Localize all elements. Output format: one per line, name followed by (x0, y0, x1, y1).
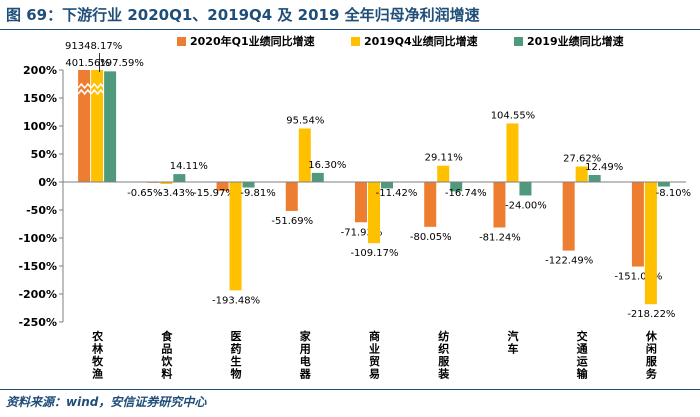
data-label: -15.97% (193, 188, 235, 199)
data-label: -11.42% (376, 188, 418, 199)
bar (173, 174, 186, 182)
bar (519, 182, 532, 196)
legend-label: 2019业绩同比增速 (527, 34, 624, 48)
y-tick-label: 0% (38, 176, 57, 189)
data-label: 27.62% (563, 154, 601, 165)
data-label: -9.81% (240, 188, 275, 199)
y-tick-label: 150% (23, 92, 57, 105)
bar (298, 128, 311, 182)
y-tick-label: -250% (18, 316, 57, 329)
bar (424, 182, 437, 227)
bar (381, 182, 393, 189)
data-label: -3.43% (159, 188, 194, 199)
data-label: 29.11% (425, 153, 463, 164)
data-label: -71.93% (341, 227, 383, 238)
data-label: -109.17% (350, 248, 398, 259)
bar (506, 123, 519, 182)
bar (91, 70, 104, 182)
data-label: -81.24% (479, 232, 521, 243)
bar (242, 182, 255, 188)
bar (450, 182, 463, 192)
page-title: 图 69：下游行业 2020Q1、2019Q4 及 2019 全年归母净利润增速 (6, 6, 480, 24)
legend-swatch (351, 37, 360, 46)
bar (311, 172, 324, 182)
data-label: 14.11% (170, 161, 208, 172)
legend-label: 2019Q4业绩同比增速 (364, 34, 478, 48)
data-label: 197.59% (99, 58, 144, 69)
category-label: 农林牧渔 (91, 329, 104, 381)
bar (631, 182, 644, 267)
bar (160, 182, 173, 184)
axis-break-mark (90, 82, 105, 90)
y-tick-label: -150% (18, 260, 57, 273)
data-label: 16.30% (308, 160, 346, 171)
data-label: -24.00% (505, 200, 547, 211)
data-label: 104.55% (491, 110, 536, 121)
category-label: 医药生物 (231, 330, 242, 381)
y-tick-label: -100% (18, 232, 57, 245)
bar (575, 166, 588, 182)
footer-divider (0, 389, 700, 390)
data-label: 91348.17% (65, 41, 122, 52)
bar (368, 182, 380, 244)
data-label: -122.49% (545, 256, 593, 267)
legend-label: 2020年Q1业绩同比增速 (190, 34, 315, 48)
category-label: 纺织服装 (437, 329, 450, 381)
axis-break-mark (90, 88, 105, 96)
source-note: 资料来源：wind，安信证券研究中心 (6, 395, 207, 409)
data-label: -0.65% (127, 188, 162, 199)
category-label: 家用电器 (299, 329, 312, 381)
data-label: -151.01% (614, 272, 662, 283)
category-label: 食品饮料 (160, 329, 173, 381)
bar (104, 71, 117, 182)
axis-break-mark (77, 88, 92, 96)
y-tick-label: -50% (26, 204, 57, 217)
bar (657, 182, 670, 187)
bar (229, 182, 242, 291)
bar (493, 182, 506, 228)
data-label: -51.69% (271, 216, 313, 227)
category-label: 交通运输 (577, 329, 589, 381)
category-label: 汽车 (507, 329, 518, 356)
title-divider (0, 29, 700, 30)
data-label: 401.56% (65, 58, 110, 69)
bar (588, 175, 601, 182)
bar (644, 182, 657, 305)
data-label: -80.05% (410, 232, 452, 243)
bar (216, 182, 229, 191)
data-label: 95.54% (286, 115, 324, 126)
legend-swatch (514, 37, 523, 46)
category-label: 休闲服务 (645, 329, 658, 381)
bar (78, 70, 91, 182)
axis-break-mark (77, 82, 92, 90)
y-tick-label: 100% (23, 120, 57, 133)
category-label: 商业贸易 (369, 329, 380, 381)
bar (285, 182, 298, 211)
data-label: -16.74% (445, 188, 487, 199)
data-label: -218.22% (627, 309, 675, 320)
data-label: -193.48% (212, 295, 260, 306)
y-tick-label: 200% (23, 64, 57, 77)
y-tick-label: 50% (31, 148, 57, 161)
bar (562, 182, 575, 251)
legend-swatch (177, 37, 186, 46)
bar (437, 165, 450, 182)
y-tick-label: -200% (18, 288, 57, 301)
bar (355, 182, 367, 223)
data-label: 12.49% (585, 162, 623, 173)
data-label: -8.10% (656, 188, 691, 199)
